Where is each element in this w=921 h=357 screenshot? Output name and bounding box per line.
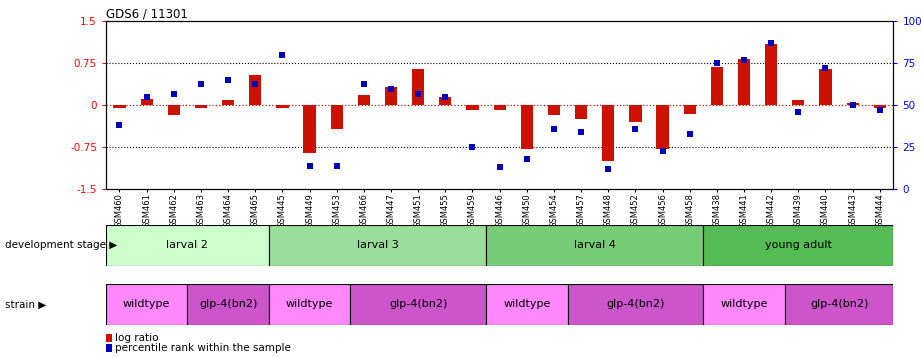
Bar — [106, 333, 112, 342]
Text: larval 2: larval 2 — [167, 240, 208, 251]
Bar — [106, 284, 187, 325]
Bar — [602, 105, 614, 161]
Bar — [738, 60, 750, 105]
Text: young adult: young adult — [765, 240, 832, 251]
Bar — [439, 97, 451, 105]
Point — [737, 57, 752, 63]
Bar — [575, 105, 588, 119]
Bar — [792, 100, 804, 105]
Text: wildtype: wildtype — [286, 299, 333, 310]
Bar — [486, 225, 704, 266]
Bar — [704, 284, 785, 325]
Bar — [350, 284, 486, 325]
Bar — [486, 284, 567, 325]
Point — [764, 40, 778, 46]
Point — [112, 122, 127, 128]
Bar — [683, 105, 696, 114]
Text: wildtype: wildtype — [123, 299, 170, 310]
Point — [655, 148, 670, 154]
Bar — [466, 105, 479, 110]
Point — [384, 86, 399, 91]
Point — [438, 94, 453, 100]
Bar — [141, 99, 153, 105]
Bar — [874, 105, 886, 108]
Point — [709, 60, 724, 66]
Point — [248, 81, 262, 86]
Bar — [385, 87, 397, 105]
Text: glp-4(bn2): glp-4(bn2) — [389, 299, 448, 310]
Point — [492, 165, 507, 170]
Text: glp-4(bn2): glp-4(bn2) — [606, 299, 665, 310]
Bar — [412, 69, 425, 105]
Point — [872, 107, 887, 113]
Bar — [269, 225, 486, 266]
Point — [302, 163, 317, 169]
Bar — [276, 105, 288, 108]
Point — [818, 66, 833, 71]
Text: percentile rank within the sample: percentile rank within the sample — [115, 343, 291, 353]
Point — [167, 91, 181, 96]
Bar — [711, 67, 723, 105]
Bar — [269, 284, 350, 325]
Text: larval 3: larval 3 — [356, 240, 398, 251]
Point — [356, 81, 371, 86]
Bar — [195, 105, 207, 107]
Text: strain ▶: strain ▶ — [5, 299, 46, 310]
Bar — [704, 225, 893, 266]
Bar — [785, 284, 893, 325]
Bar — [106, 344, 112, 352]
Bar — [187, 284, 269, 325]
Point — [411, 91, 426, 96]
Bar — [846, 102, 858, 105]
Point — [845, 102, 860, 108]
Bar — [106, 225, 269, 266]
Point — [574, 129, 589, 135]
Point — [275, 52, 290, 58]
Point — [519, 156, 534, 162]
Point — [628, 126, 643, 132]
Text: glp-4(bn2): glp-4(bn2) — [810, 299, 869, 310]
Point — [791, 109, 806, 115]
Bar — [548, 105, 560, 115]
Bar — [820, 69, 832, 105]
Text: log ratio: log ratio — [115, 333, 158, 343]
Bar — [168, 105, 180, 115]
Bar — [303, 105, 316, 153]
Bar — [520, 105, 533, 149]
Point — [193, 81, 208, 86]
Text: wildtype: wildtype — [720, 299, 768, 310]
Bar — [113, 105, 125, 108]
Point — [139, 94, 154, 100]
Bar — [494, 105, 506, 110]
Bar — [331, 105, 343, 129]
Text: larval 4: larval 4 — [574, 240, 615, 251]
Bar — [629, 105, 642, 122]
Bar — [765, 44, 777, 105]
Point — [682, 131, 697, 137]
Point — [600, 166, 615, 172]
Text: GDS6 / 11301: GDS6 / 11301 — [106, 7, 188, 20]
Point — [546, 126, 561, 132]
Point — [330, 163, 344, 169]
Bar — [222, 100, 234, 105]
Point — [221, 77, 236, 83]
Bar — [567, 284, 704, 325]
Point — [465, 144, 480, 150]
Bar — [657, 105, 669, 149]
Text: development stage ▶: development stage ▶ — [5, 240, 117, 251]
Bar — [357, 95, 370, 105]
Bar — [250, 75, 262, 105]
Text: glp-4(bn2): glp-4(bn2) — [199, 299, 257, 310]
Text: wildtype: wildtype — [503, 299, 551, 310]
